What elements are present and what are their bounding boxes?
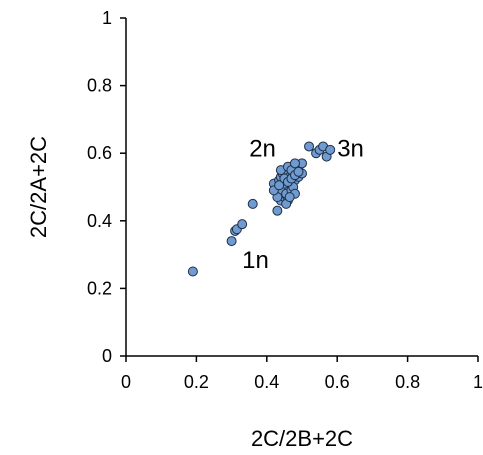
y-tick-label: 0.6 bbox=[87, 143, 112, 163]
data-point bbox=[293, 166, 304, 177]
y-tick-label: 0.2 bbox=[87, 278, 112, 298]
x-axis-title: 2C/2B+2C bbox=[251, 426, 353, 451]
data-point bbox=[187, 266, 198, 277]
data-point bbox=[325, 144, 336, 155]
y-tick-label: 1 bbox=[102, 8, 112, 28]
y-tick-label: 0 bbox=[102, 346, 112, 366]
annotation-2n: 2n bbox=[249, 136, 276, 163]
data-point bbox=[272, 205, 283, 216]
axes bbox=[125, 18, 478, 357]
x-tick-label: 0.6 bbox=[325, 372, 350, 392]
x-tick-label: 0.4 bbox=[254, 372, 279, 392]
data-point bbox=[289, 158, 300, 169]
x-tick-label: 0.2 bbox=[184, 372, 209, 392]
tick-labels: 0 0.2 0.4 0.6 0.8 1 0 0.2 0.4 0.6 0.8 1 bbox=[87, 8, 483, 392]
x-tick-label: 0 bbox=[121, 372, 131, 392]
y-axis-title: 2C/2A+2C bbox=[26, 136, 51, 238]
data-point bbox=[284, 192, 295, 203]
data-point bbox=[274, 180, 285, 191]
data-point bbox=[226, 236, 237, 247]
annotation-3n: 3n bbox=[337, 136, 364, 163]
x-tick-label: 0.8 bbox=[395, 372, 420, 392]
x-tick-label: 1 bbox=[473, 372, 483, 392]
y-tick-label: 0.4 bbox=[87, 211, 112, 231]
annotations: 1n 2n 3n bbox=[242, 136, 364, 275]
data-point bbox=[237, 219, 248, 230]
annotation-1n: 1n bbox=[242, 247, 269, 274]
data-points bbox=[187, 141, 336, 277]
data-point bbox=[247, 198, 258, 209]
data-point bbox=[304, 141, 315, 152]
ticks bbox=[120, 17, 479, 362]
y-tick-label: 0.8 bbox=[87, 76, 112, 96]
